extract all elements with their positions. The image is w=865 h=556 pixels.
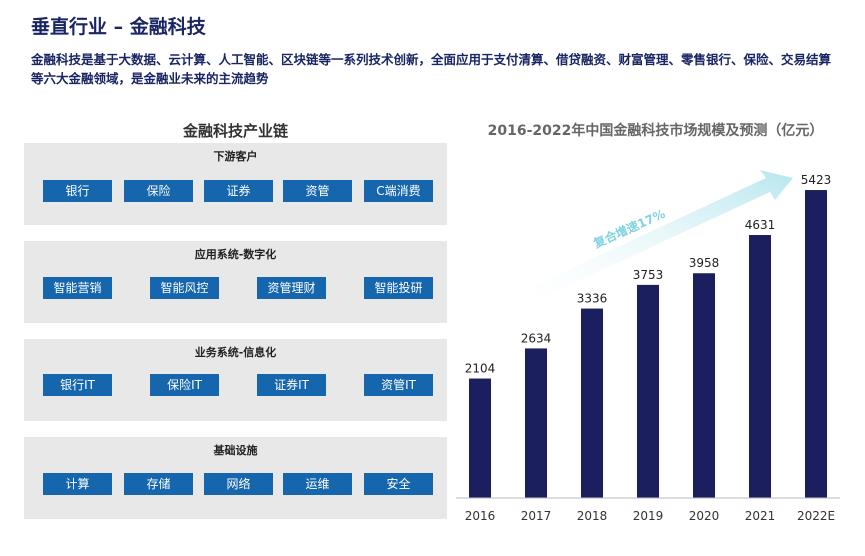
tick-label-2017: 2017 — [521, 509, 552, 523]
bar-2021 — [749, 235, 771, 498]
chart-title: 2016-2022年中国金融科技市场规模及预测（亿元） — [487, 123, 824, 139]
data-label-2020: 3958 — [689, 256, 720, 270]
box-smart-research: 智能投研 — [364, 277, 433, 299]
page-subtitle: 金融科技是基于大数据、云计算、人工智能、区块链等一系列技术创新，全面应用于支付清… — [31, 52, 832, 86]
box-insurance: 保险 — [124, 180, 193, 202]
bar-2016 — [469, 378, 491, 498]
box-compute: 计算 — [43, 473, 112, 495]
section-title: 应用系统-数字化 — [194, 248, 277, 261]
page-title: 垂直行业 – 金融科技 — [31, 16, 206, 38]
section-title: 业务系统-信息化 — [194, 346, 277, 359]
section-application-systems: 应用系统-数字化 智能营销 智能风控 资管理财 智能投研 — [24, 241, 447, 323]
bar-2020 — [693, 273, 715, 498]
bar-2018 — [581, 308, 603, 498]
data-label-2022E: 5423 — [801, 173, 832, 187]
tick-label-2022E: 2022E — [797, 509, 835, 523]
box-storage: 存储 — [124, 473, 193, 495]
box-operations: 运维 — [283, 473, 352, 495]
box-c-consumer: C端消费 — [364, 180, 433, 202]
section-title: 基础设施 — [213, 444, 258, 457]
box-asset-management: 资管 — [283, 180, 352, 202]
section-infrastructure: 基础设施 计算 存储 网络 运维 安全 — [24, 437, 447, 519]
tick-label-2016: 2016 — [465, 509, 496, 523]
bar-2022E — [805, 190, 827, 498]
data-label-2019: 3753 — [633, 268, 664, 282]
tick-label-2019: 2019 — [633, 509, 664, 523]
tick-label-2018: 2018 — [577, 509, 608, 523]
data-label-2017: 2634 — [521, 331, 552, 345]
box-insurance-it: 保险IT — [150, 374, 219, 396]
box-bank: 银行 — [43, 180, 112, 202]
box-security: 安全 — [364, 473, 433, 495]
industry-chain-title: 金融科技产业链 — [182, 122, 288, 140]
section-business-systems: 业务系统-信息化 银行IT 保险IT 证券IT 资管IT — [24, 339, 447, 421]
bar-2017 — [525, 348, 547, 498]
box-smart-marketing: 智能营销 — [43, 277, 112, 299]
box-asset-management-it: 资管IT — [364, 374, 433, 396]
data-label-2018: 3336 — [577, 292, 608, 306]
bar-2019 — [637, 284, 659, 498]
tick-label-2021: 2021 — [745, 509, 776, 523]
market-size-bar-chart: 复合增速17% 21042016263420173336201837532019… — [456, 170, 840, 523]
box-securities: 证券 — [204, 180, 273, 202]
box-securities-it: 证券IT — [257, 374, 326, 396]
data-label-2021: 4631 — [745, 218, 776, 232]
box-smart-risk-control: 智能风控 — [150, 277, 219, 299]
data-label-2016: 2104 — [465, 362, 496, 376]
section-title: 下游客户 — [213, 150, 258, 163]
tick-label-2020: 2020 — [689, 509, 720, 523]
growth-arrow-icon — [525, 170, 793, 302]
box-wealth-management: 资管理财 — [257, 277, 326, 299]
box-network: 网络 — [204, 473, 273, 495]
box-bank-it: 银行IT — [43, 374, 112, 396]
section-downstream-customers: 下游客户 银行 保险 证券 资管 C端消费 — [24, 143, 447, 225]
